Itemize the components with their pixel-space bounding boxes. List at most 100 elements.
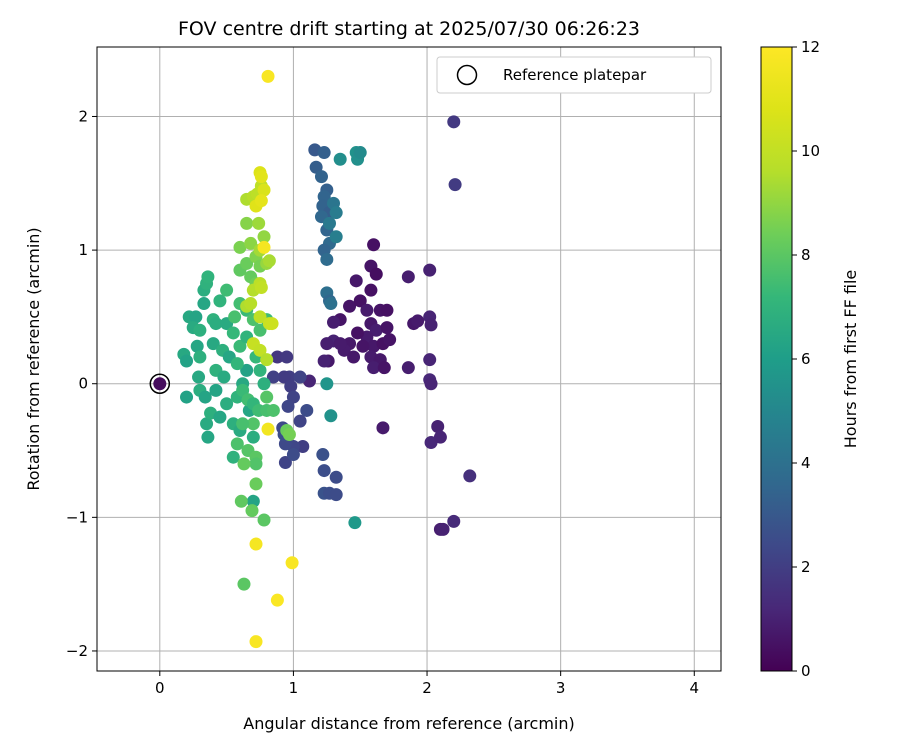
data-point	[367, 361, 381, 375]
data-point	[233, 240, 247, 254]
data-point	[376, 421, 390, 435]
data-point	[329, 470, 343, 484]
data-point	[237, 457, 251, 471]
data-point	[286, 448, 300, 462]
data-point	[252, 216, 266, 230]
data-point	[266, 403, 280, 417]
data-point	[257, 240, 271, 254]
data-point	[296, 440, 310, 454]
data-point	[201, 430, 215, 444]
data-point	[209, 317, 223, 331]
data-point	[253, 343, 267, 357]
data-point	[213, 294, 227, 308]
data-point	[217, 370, 231, 384]
data-point	[253, 323, 267, 337]
data-point	[234, 494, 248, 508]
data-point	[249, 477, 263, 491]
data-point	[270, 593, 284, 607]
data-point	[423, 353, 437, 367]
colorbar-gradient	[760, 46, 793, 672]
data-point	[262, 254, 276, 268]
data-point	[320, 252, 334, 266]
data-point	[329, 230, 343, 244]
colorbar-tick-label: 2	[801, 558, 811, 576]
data-point	[436, 522, 450, 536]
data-point	[369, 267, 383, 281]
data-point	[353, 146, 367, 160]
data-point	[257, 377, 271, 391]
data-point	[364, 283, 378, 297]
reference-platepar-marker	[149, 373, 171, 394]
x-tick-label: 3	[556, 679, 566, 697]
data-point	[261, 69, 275, 83]
data-point	[317, 464, 331, 478]
data-point	[253, 363, 267, 377]
colorbar-tick-label: 6	[801, 350, 811, 368]
data-point	[463, 469, 477, 483]
data-point	[246, 430, 260, 444]
data-point	[260, 390, 274, 404]
data-point	[226, 326, 240, 340]
data-point	[245, 504, 259, 518]
data-point	[433, 430, 447, 444]
data-point	[237, 577, 251, 591]
colorbar-tick-label: 0	[801, 662, 811, 680]
data-point	[249, 635, 263, 649]
data-point	[254, 281, 268, 295]
data-point	[257, 513, 271, 527]
data-point	[266, 370, 280, 384]
data-point	[278, 456, 292, 470]
data-point	[423, 263, 437, 277]
data-point	[249, 537, 263, 551]
data-point	[316, 448, 330, 462]
data-point	[431, 419, 445, 433]
data-point	[261, 422, 275, 436]
data-point	[257, 230, 271, 244]
grid-lines	[97, 47, 721, 671]
data-point	[236, 417, 250, 431]
data-point	[193, 323, 207, 337]
y-tick-label: 1	[78, 241, 88, 259]
data-point	[322, 216, 336, 230]
data-point	[356, 339, 370, 353]
data-point	[201, 270, 215, 284]
x-axis-title: Angular distance from reference (arcmin)	[243, 714, 574, 733]
data-point	[320, 377, 334, 391]
data-point	[197, 297, 211, 311]
data-point	[327, 315, 341, 329]
data-point	[333, 152, 347, 166]
data-point	[285, 556, 299, 570]
y-axis-ticks: −2 −1 0 1 2	[66, 107, 97, 660]
data-point	[226, 450, 240, 464]
data-point	[424, 377, 438, 391]
colorbar: 0 2 4 6 8 10 12 Hours from first FF file	[760, 38, 860, 680]
data-point	[351, 326, 365, 340]
colorbar-tick-label: 4	[801, 454, 811, 472]
data-point	[244, 236, 258, 250]
data-point	[280, 350, 294, 364]
data-point	[377, 361, 391, 375]
data-point	[317, 354, 331, 368]
colorbar-tick-label: 8	[801, 246, 811, 264]
data-point	[380, 303, 394, 317]
data-point	[314, 170, 328, 184]
data-point	[320, 337, 334, 351]
data-point	[228, 310, 242, 324]
y-tick-label: 2	[78, 107, 88, 125]
data-point	[153, 377, 167, 391]
data-point	[401, 361, 415, 375]
legend-label: Reference platepar	[503, 66, 647, 84]
data-point	[324, 409, 338, 423]
x-axis-ticks: 0 1 2 3 4	[155, 671, 699, 697]
data-point	[447, 514, 461, 528]
data-point	[383, 333, 397, 347]
data-point	[246, 417, 260, 431]
data-point	[220, 397, 234, 411]
data-point	[230, 437, 244, 451]
legend-box	[436, 56, 712, 94]
data-point	[282, 427, 296, 441]
data-point	[401, 270, 415, 284]
data-point	[353, 294, 367, 308]
data-point	[369, 323, 383, 337]
data-point	[254, 194, 268, 208]
